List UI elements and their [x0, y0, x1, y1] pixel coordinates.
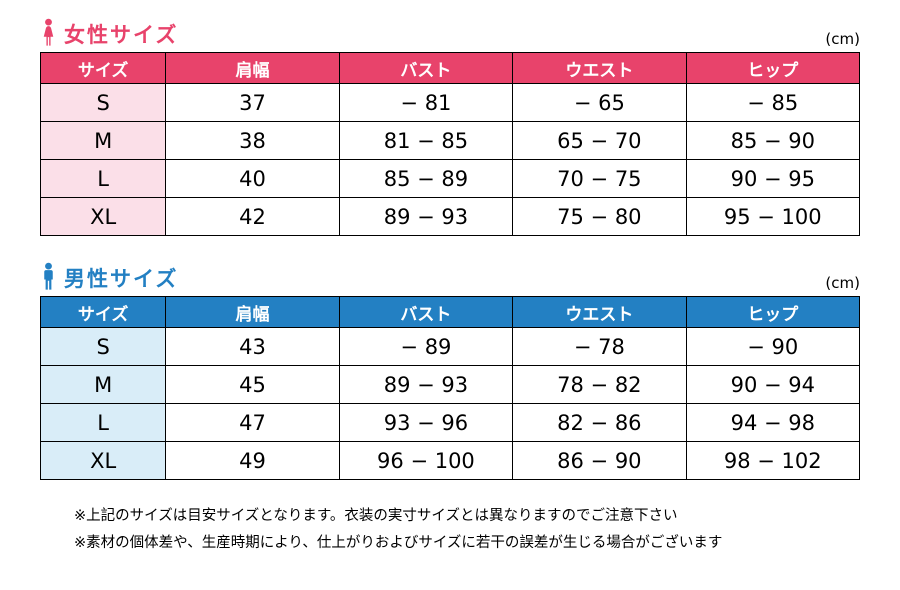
size-cell: L	[39, 159, 167, 198]
shoulder-cell: 37	[165, 83, 340, 122]
note-line: ※上記のサイズは目安サイズとなります。衣装の実寸サイズとは異なりますのでご注意下…	[74, 508, 678, 524]
note-line: ※素材の個体差や、生産時期により、仕上がりおよびサイズに若干の誤差が生じる場合が…	[74, 535, 723, 552]
bust-cell: 89 − 93	[338, 197, 514, 236]
women-size-table: サイズ 肩幅 バスト ウエスト ヒップ S 37 − 81 − 65 − 85 …	[39, 52, 861, 236]
women-section-header: 女性サイズ (cm)	[40, 18, 860, 47]
shoulder-cell: 47	[165, 403, 340, 442]
table-row: L 40 85 − 89 70 − 75 90 − 95	[39, 159, 861, 198]
bust-cell: − 89	[338, 327, 514, 366]
column-header-bust: バスト	[338, 52, 514, 84]
bust-cell: 96 − 100	[338, 441, 514, 480]
unit-label: (cm)	[825, 29, 860, 48]
column-header-hip: ヒップ	[685, 52, 861, 84]
male-icon	[40, 262, 57, 291]
hip-cell: 94 − 98	[685, 403, 861, 442]
disclaimer-notes: ※上記のサイズは目安サイズとなります。衣装の実寸サイズとは異なりますのでご注意下…	[74, 506, 860, 554]
size-cell: S	[39, 327, 167, 366]
shoulder-cell: 45	[165, 365, 340, 404]
column-header-size: サイズ	[39, 52, 167, 84]
size-cell: S	[39, 83, 167, 122]
size-cell: M	[39, 365, 167, 404]
men-size-table: サイズ 肩幅 バスト ウエスト ヒップ S 43 − 89 − 78 − 90 …	[39, 296, 861, 480]
hip-cell: 95 − 100	[685, 197, 861, 236]
waist-cell: − 65	[512, 83, 687, 122]
table-row: M 45 89 − 93 78 − 82 90 − 94	[39, 365, 861, 404]
unit-label: (cm)	[825, 273, 860, 292]
bust-cell: 85 − 89	[338, 159, 514, 198]
bust-cell: 89 − 93	[338, 365, 514, 404]
bust-cell: 81 − 85	[338, 121, 514, 160]
men-header-row: サイズ 肩幅 バスト ウエスト ヒップ	[39, 296, 861, 328]
waist-cell: 86 − 90	[512, 441, 687, 480]
column-header-bust: バスト	[338, 296, 514, 328]
table-row: XL 49 96 − 100 86 − 90 98 − 102	[39, 441, 861, 480]
bust-cell: − 81	[338, 83, 514, 122]
bust-cell: 93 − 96	[338, 403, 514, 442]
size-cell: XL	[39, 441, 167, 480]
size-cell: L	[39, 403, 167, 442]
hip-cell: − 90	[685, 327, 861, 366]
shoulder-cell: 38	[165, 121, 340, 160]
hip-cell: 90 − 95	[685, 159, 861, 198]
column-header-waist: ウエスト	[512, 296, 687, 328]
waist-cell: 70 − 75	[512, 159, 687, 198]
table-row: M 38 81 − 85 65 − 70 85 − 90	[39, 121, 861, 160]
hip-cell: − 85	[685, 83, 861, 122]
column-header-size: サイズ	[39, 296, 167, 328]
women-size-section: 女性サイズ (cm) サイズ 肩幅 バスト ウエスト ヒップ S 37	[39, 18, 861, 236]
shoulder-cell: 42	[165, 197, 340, 236]
men-section-header: 男性サイズ (cm)	[40, 262, 860, 291]
waist-cell: 78 − 82	[512, 365, 687, 404]
waist-cell: 75 − 80	[512, 197, 687, 236]
men-size-title: 男性サイズ	[64, 266, 179, 291]
waist-cell: 65 − 70	[512, 121, 687, 160]
women-header-row: サイズ 肩幅 バスト ウエスト ヒップ	[39, 52, 861, 84]
table-row: S 43 − 89 − 78 − 90	[39, 327, 861, 366]
table-row: XL 42 89 − 93 75 − 80 95 − 100	[39, 197, 861, 236]
column-header-hip: ヒップ	[685, 296, 861, 328]
waist-cell: − 78	[512, 327, 687, 366]
column-header-waist: ウエスト	[512, 52, 687, 84]
size-cell: M	[39, 121, 167, 160]
size-cell: XL	[39, 197, 167, 236]
men-size-section: 男性サイズ (cm) サイズ 肩幅 バスト ウエスト ヒップ S 43	[39, 262, 861, 480]
shoulder-cell: 49	[165, 441, 340, 480]
women-size-title: 女性サイズ	[64, 22, 179, 47]
hip-cell: 85 − 90	[685, 121, 861, 160]
shoulder-cell: 43	[165, 327, 340, 366]
column-header-shoulder: 肩幅	[165, 296, 340, 328]
waist-cell: 82 − 86	[512, 403, 687, 442]
shoulder-cell: 40	[165, 159, 340, 198]
table-row: S 37 − 81 − 65 − 85	[39, 83, 861, 122]
hip-cell: 90 − 94	[685, 365, 861, 404]
size-chart-page: 女性サイズ (cm) サイズ 肩幅 バスト ウエスト ヒップ S 37	[39, 18, 861, 554]
hip-cell: 98 − 102	[685, 441, 861, 480]
female-icon	[40, 18, 57, 47]
table-row: L 47 93 − 96 82 − 86 94 − 98	[39, 403, 861, 442]
column-header-shoulder: 肩幅	[165, 52, 340, 84]
